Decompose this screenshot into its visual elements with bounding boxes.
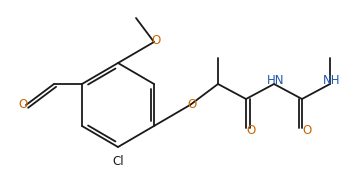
Text: Cl: Cl xyxy=(112,155,124,168)
Text: NH: NH xyxy=(323,73,341,86)
Text: O: O xyxy=(187,98,197,112)
Text: O: O xyxy=(303,125,312,137)
Text: O: O xyxy=(19,98,28,112)
Text: HN: HN xyxy=(267,73,285,86)
Text: O: O xyxy=(246,125,256,137)
Text: O: O xyxy=(151,33,161,47)
